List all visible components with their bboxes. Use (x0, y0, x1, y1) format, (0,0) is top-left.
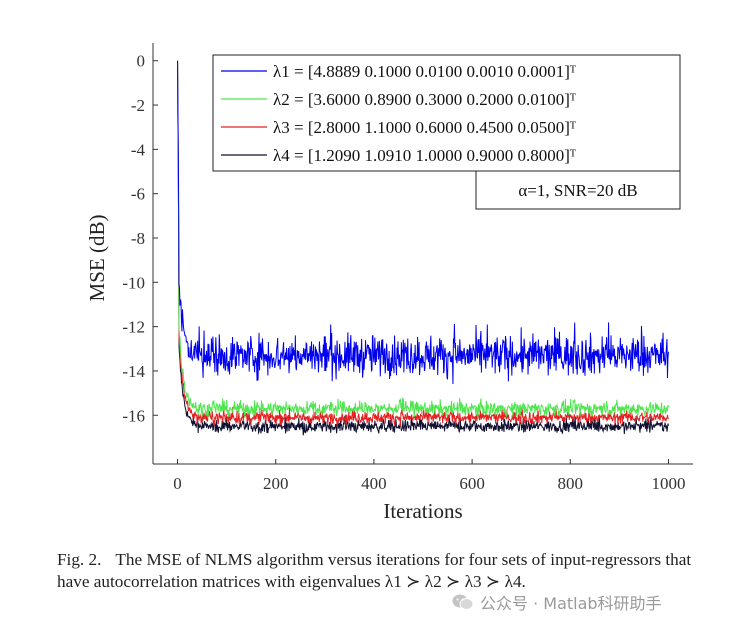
series-line-4 (177, 60, 669, 436)
legend-entry-1: λ1 = [4.8889 0.1000 0.0100 0.0010 0.0001… (273, 62, 577, 81)
caption-text: The MSE of NLMS algorithm versus iterati… (57, 550, 692, 591)
figure-label: Fig. 2. (57, 550, 102, 569)
figure-caption: Fig. 2. The MSE of NLMS algorithm versus … (57, 549, 717, 593)
series-line-2 (177, 60, 669, 419)
annotation-text: α=1, SNR=20 dB (518, 181, 637, 200)
y-tick-label: -8 (131, 229, 145, 248)
y-tick-label: -16 (122, 406, 145, 425)
legend-entry-3: λ3 = [2.8000 1.1000 0.6000 0.4500 0.0500… (273, 118, 577, 137)
legend-entry-4: λ4 = [1.2090 1.0910 1.0000 0.9000 0.8000… (273, 146, 577, 165)
x-tick-label: 0 (173, 474, 182, 493)
legend-box (212, 54, 681, 172)
y-axis-label: MSE (dB) (85, 215, 109, 302)
x-tick-label: 400 (361, 474, 387, 493)
y-tick-label: -14 (122, 362, 145, 381)
y-tick-label: -4 (131, 140, 146, 159)
x-axis-label: Iterations (383, 499, 462, 523)
wechat-icon (452, 594, 474, 610)
plot-area (177, 60, 669, 436)
y-tick-label: 0 (137, 52, 146, 71)
x-tick-label: 200 (263, 474, 289, 493)
legend-entry-2: λ2 = [3.6000 0.8900 0.3000 0.2000 0.0100… (273, 90, 577, 109)
annotation-box: α=1, SNR=20 dB (475, 170, 681, 210)
x-tick-label: 1000 (651, 474, 685, 493)
watermark-text: 公众号 · Matlab科研助手 (480, 594, 662, 613)
chart: 0 200 400 600 800 1000 0 -2 -4 -6 -8 -10 -12 -14 -16 λ… (85, 43, 693, 523)
y-tick-label: -12 (122, 318, 145, 337)
series-line-3 (177, 60, 669, 427)
watermark: 公众号 · Matlab科研助手 (452, 588, 662, 616)
x-tick-label: 800 (558, 474, 584, 493)
y-tick-label: -6 (131, 185, 145, 204)
axes: 0 200 400 600 800 1000 0 -2 -4 -6 -8 -10 -12 -14 -16 (122, 43, 693, 493)
series-line-1 (177, 60, 669, 385)
x-tick-label: 600 (459, 474, 485, 493)
y-tick-label: -10 (122, 273, 145, 292)
legend: λ1 = [4.8889 0.1000 0.0100 0.0010 0.0001… (212, 54, 681, 172)
y-tick-label: -2 (131, 96, 145, 115)
